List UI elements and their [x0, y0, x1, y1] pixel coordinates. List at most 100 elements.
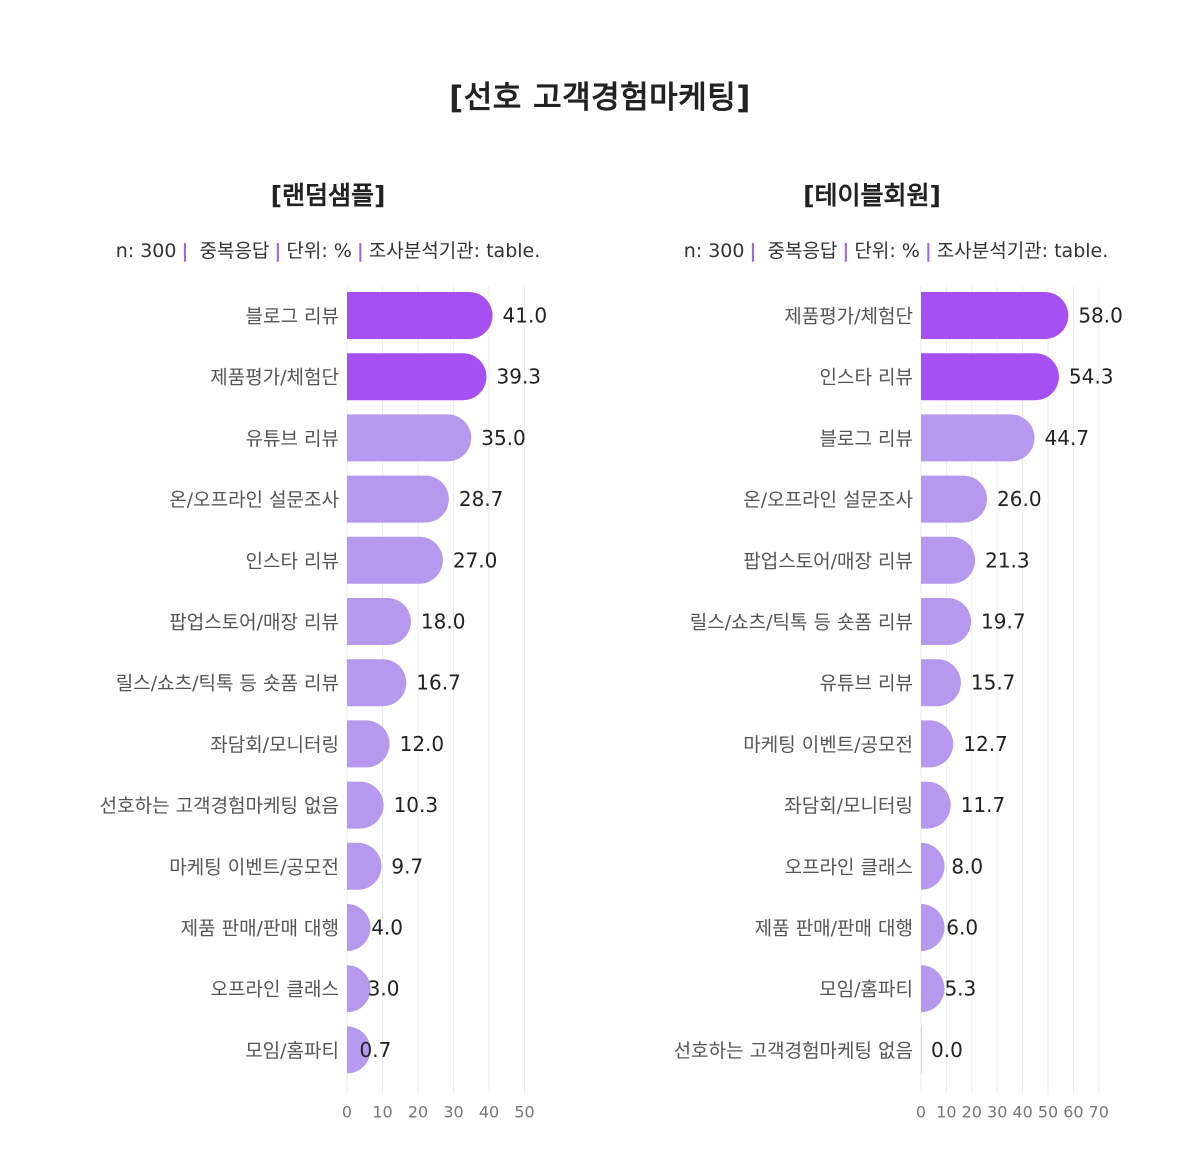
category-label: 제품평가/체험단	[210, 367, 339, 389]
category-label: 마케팅 이벤트/공모전	[743, 734, 913, 756]
category-label: 제품 판매/판매 대행	[755, 918, 913, 940]
bar	[921, 598, 972, 645]
value-label: 54.3	[1069, 365, 1114, 389]
x-tick-label: 40	[1012, 1103, 1032, 1122]
category-label: 인스타 리뷰	[820, 367, 913, 389]
bar	[347, 475, 449, 523]
category-label: 좌담회/모니터링	[784, 795, 913, 817]
sample-size: n: 300	[683, 240, 745, 262]
main-title: [선호 고객경험마케팅]	[449, 80, 751, 116]
bar	[347, 598, 411, 645]
bar	[921, 965, 945, 1013]
left-panel-meta: n: 300 | 중복응답 | 단위: % | 조사분석기관: table.	[88, 236, 568, 263]
category-label: 제품 판매/판매 대행	[181, 918, 339, 940]
bar	[921, 414, 1035, 462]
value-label: 3.0	[368, 977, 400, 1001]
category-label: 온/오프라인 설문조사	[743, 489, 913, 511]
bar	[921, 1026, 922, 1074]
value-label: 9.7	[391, 854, 423, 878]
value-label: 12.0	[400, 732, 445, 756]
meta-separator: |	[356, 240, 364, 262]
bar	[347, 414, 472, 462]
bar	[921, 475, 988, 523]
value-label: 12.7	[963, 732, 1008, 756]
sample-size: n: 300	[115, 240, 177, 262]
bar	[347, 904, 371, 951]
value-label: 18.0	[421, 610, 466, 634]
category-label: 블로그 리뷰	[820, 428, 913, 450]
category-label: 블로그 리뷰	[246, 306, 339, 328]
source-note: 조사분석기관: table.	[936, 240, 1109, 262]
x-tick-label: 50	[1038, 1103, 1058, 1122]
category-label: 제품평가/체험단	[784, 306, 913, 328]
value-label: 15.7	[971, 671, 1016, 695]
bar	[921, 536, 976, 584]
meta-separator: |	[274, 240, 282, 262]
meta-separator: |	[181, 240, 189, 262]
category-label: 좌담회/모니터링	[210, 734, 339, 756]
category-label: 릴스/쇼츠/틱톡 등 숏폼 리뷰	[690, 612, 913, 634]
x-tick-label: 60	[1063, 1103, 1083, 1122]
bar	[921, 353, 1059, 401]
meta-separator: |	[842, 240, 850, 262]
x-tick-label: 10	[936, 1103, 956, 1122]
bar	[347, 965, 371, 1013]
value-label: 28.7	[459, 487, 504, 511]
meta-separator: |	[924, 240, 932, 262]
bar	[347, 659, 407, 707]
category-label: 팝업스토어/매장 리뷰	[169, 612, 339, 634]
value-label: 27.0	[453, 548, 498, 572]
value-label: 58.0	[1078, 304, 1123, 328]
x-tick-label: 70	[1089, 1103, 1109, 1122]
category-label: 오프라인 클래스	[785, 856, 913, 878]
category-label: 유튜브 리뷰	[246, 428, 339, 450]
multi-response-note: 중복응답	[767, 240, 838, 262]
category-label: 모임/홈파티	[819, 979, 913, 1001]
category-label: 선호하는 고객경험마케팅 없음	[674, 1040, 913, 1062]
unit-note: 단위: %	[286, 240, 352, 262]
bar	[921, 720, 954, 768]
category-label: 인스타 리뷰	[246, 550, 339, 572]
value-label: 0.0	[931, 1038, 963, 1062]
source-note: 조사분석기관: table.	[368, 240, 541, 262]
value-label: 8.0	[951, 854, 983, 878]
bar	[921, 781, 951, 829]
x-tick-label: 30	[987, 1103, 1007, 1122]
category-label: 온/오프라인 설문조사	[169, 489, 339, 511]
value-label: 19.7	[981, 610, 1026, 634]
value-label: 44.7	[1045, 426, 1090, 450]
x-tick-label: 0	[916, 1103, 926, 1122]
meta-separator: |	[749, 240, 757, 262]
bar	[347, 536, 443, 584]
left-bar-chart: 0 10 20 30 40 50 블로그 리뷰 41.0 제품평가/체험단 39.3 유튜브 리뷰 3…	[100, 286, 547, 1122]
value-label: 11.7	[961, 793, 1006, 817]
x-tick-label: 30	[443, 1103, 463, 1122]
value-label: 5.3	[944, 977, 976, 1001]
bar	[921, 842, 945, 890]
x-tick-label: 0	[342, 1103, 352, 1122]
bar	[347, 1026, 371, 1074]
category-label: 선호하는 고객경험마케팅 없음	[100, 795, 339, 817]
category-label: 마케팅 이벤트/공모전	[169, 856, 339, 878]
value-label: 39.3	[497, 365, 542, 389]
x-tick-label: 40	[479, 1103, 499, 1122]
value-label: 0.7	[359, 1038, 391, 1062]
x-tick-label: 50	[514, 1103, 534, 1122]
category-label: 유튜브 리뷰	[820, 673, 913, 695]
value-label: 26.0	[997, 487, 1042, 511]
value-label: 16.7	[416, 671, 461, 695]
right-panel-title: [테이블회원]	[803, 181, 941, 210]
bar	[347, 842, 382, 890]
category-label: 릴스/쇼츠/틱톡 등 숏폼 리뷰	[116, 673, 339, 695]
category-label: 오프라인 클래스	[211, 979, 339, 1001]
multi-response-note: 중복응답	[199, 240, 270, 262]
value-label: 21.3	[985, 548, 1030, 572]
x-tick-label: 20	[962, 1103, 982, 1122]
x-tick-label: 10	[372, 1103, 392, 1122]
category-label: 모임/홈파티	[245, 1040, 339, 1062]
bar	[921, 292, 1069, 339]
bar	[347, 353, 487, 401]
value-label: 10.3	[394, 793, 439, 817]
right-panel-meta: n: 300 | 중복응답 | 단위: % | 조사분석기관: table.	[656, 236, 1136, 263]
